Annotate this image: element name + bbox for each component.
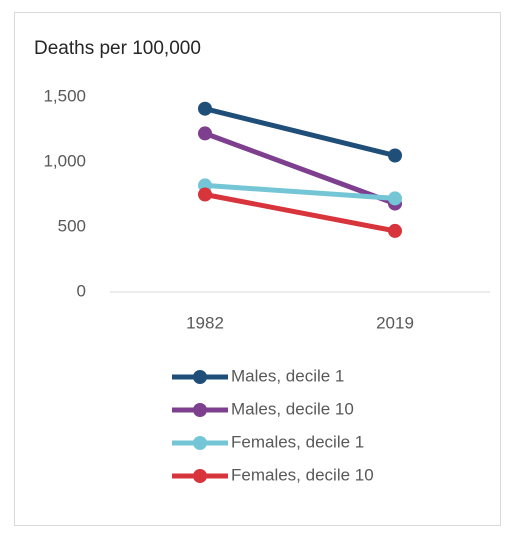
series-line — [204, 192, 396, 234]
chart-title: Deaths per 100,000 — [34, 38, 201, 59]
legend-marker — [193, 403, 207, 417]
series-line — [204, 106, 396, 158]
y-tick-label: 1,000 — [43, 151, 86, 170]
legend-label: Females, decile 10 — [231, 465, 374, 484]
data-point — [198, 187, 212, 202]
series-line — [204, 182, 396, 201]
chart-frame — [14, 12, 501, 526]
x-tick-label: 2019 — [376, 313, 414, 332]
y-tick-label: 1,500 — [43, 86, 86, 105]
y-tick-label: 500 — [58, 216, 86, 235]
series-line — [204, 131, 396, 206]
legend-label: Males, decile 1 — [231, 366, 344, 385]
data-point — [388, 191, 402, 206]
data-point — [198, 101, 212, 116]
legend-marker — [193, 370, 207, 384]
legend-label: Females, decile 1 — [231, 432, 364, 451]
data-point — [388, 223, 402, 238]
legend-marker — [193, 436, 207, 450]
data-point — [388, 148, 402, 163]
legend-marker — [193, 469, 207, 483]
x-tick-label: 1982 — [186, 313, 224, 332]
y-tick-label: 0 — [77, 281, 86, 300]
data-point — [198, 126, 212, 141]
legend-label: Males, decile 10 — [231, 399, 354, 418]
